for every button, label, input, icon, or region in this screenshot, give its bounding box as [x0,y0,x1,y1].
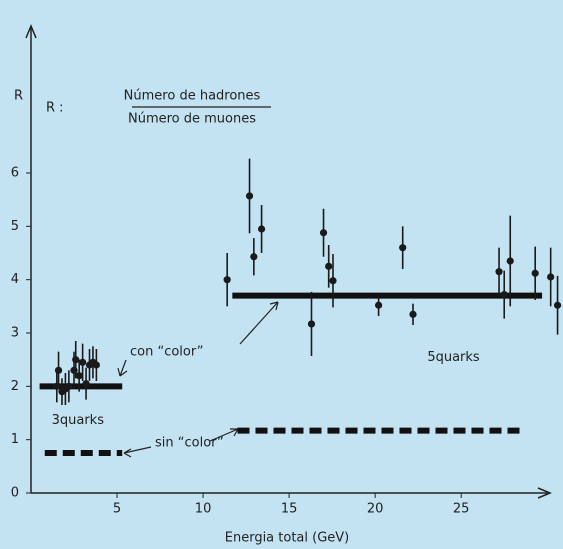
formula-lhs: R : [46,101,64,116]
arrow [117,359,128,377]
formula-denominator: Número de muones [128,112,256,127]
data-point [495,268,503,276]
data-point [325,262,333,270]
data-point [92,361,100,369]
formula-numerator: Número de hadrones [124,89,261,104]
arrow [209,428,239,442]
data-point [223,276,231,284]
data-point [329,277,337,285]
data-point [319,229,328,237]
data-point [72,356,80,364]
data-point [307,320,316,328]
line-label: 3quarks [52,413,105,428]
y-tick-label: 1 [11,432,19,447]
x-tick-label: 25 [453,502,470,517]
data-point [547,273,555,281]
line-label: 5quarks [427,350,480,365]
annotation: con “color” [130,345,204,360]
data-point [553,301,562,309]
data-point [250,253,258,261]
data-point [82,380,90,388]
data-point [65,382,73,390]
data-point [506,257,514,265]
arrow [239,301,279,345]
x-tick-label: 10 [195,502,212,517]
data-point [409,310,417,318]
data-point [500,291,508,299]
arrow [123,446,152,458]
data-point [374,301,383,309]
data-point [399,244,407,252]
y-tick-label: 4 [11,272,19,287]
data-point [531,269,539,277]
x-tick-label: 20 [367,502,384,517]
x-tick-label: 5 [113,502,121,517]
data-point [54,366,63,374]
y-tick-label: 5 [11,219,19,234]
data-point [79,358,87,366]
y-tick-label: 6 [11,166,19,181]
y-axis-arrow [25,24,37,39]
y-tick-label: 3 [11,326,19,341]
y-tick-label: 2 [11,379,19,394]
x-axis-label: Energia total (GeV) [225,531,350,546]
annotation: sin “color” [155,436,224,451]
y-tick-label: 0 [11,486,19,501]
data-point [75,372,83,380]
data-point [245,192,254,200]
x-tick-label: 15 [281,502,298,517]
annotation-arrows [117,301,279,458]
x-axis-arrow [537,487,552,499]
y-axis-label: R [14,89,23,104]
data-point [257,225,266,233]
